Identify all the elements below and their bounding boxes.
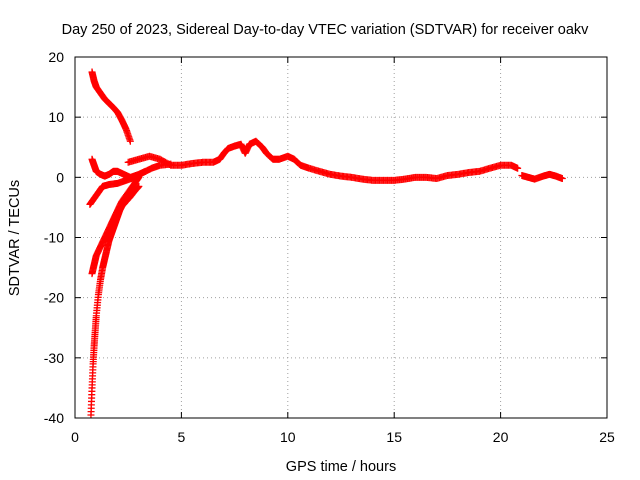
series-0 — [88, 68, 134, 145]
y-tick-label: -20 — [44, 290, 64, 306]
data-point — [558, 175, 566, 183]
data-point — [514, 164, 522, 172]
series-6 — [518, 170, 566, 183]
data-point — [135, 182, 143, 190]
data-point — [126, 137, 134, 145]
y-tick-label: -30 — [44, 350, 64, 366]
series-5 — [124, 137, 522, 184]
chart-title: Day 250 of 2023, Sidereal Day-to-day VTE… — [62, 22, 590, 38]
gridlines — [75, 57, 607, 418]
y-tick-label: 10 — [48, 109, 64, 125]
data-points — [86, 68, 566, 419]
x-tick-label: 20 — [493, 429, 509, 445]
plot-frame — [74, 56, 608, 419]
data-point — [135, 173, 143, 181]
y-axis-label: SDTVAR / TECUs — [7, 180, 23, 296]
x-axis-label: GPS time / hours — [286, 459, 396, 475]
y-tick-label: -10 — [44, 230, 64, 246]
x-tick-label: 10 — [280, 429, 296, 445]
x-tick-label: 15 — [386, 429, 402, 445]
y-tick-label: 0 — [56, 169, 64, 185]
axis-ticks: 0 5 10 15 20 25 -40 -30 -20 -10 0 10 20 — [44, 49, 615, 445]
x-tick-label: 0 — [71, 429, 79, 445]
x-tick-label: 5 — [178, 429, 186, 445]
y-tick-label: -40 — [44, 410, 64, 426]
series-4 — [88, 173, 143, 278]
y-tick-label: 20 — [48, 49, 64, 65]
x-tick-label: 25 — [599, 429, 615, 445]
